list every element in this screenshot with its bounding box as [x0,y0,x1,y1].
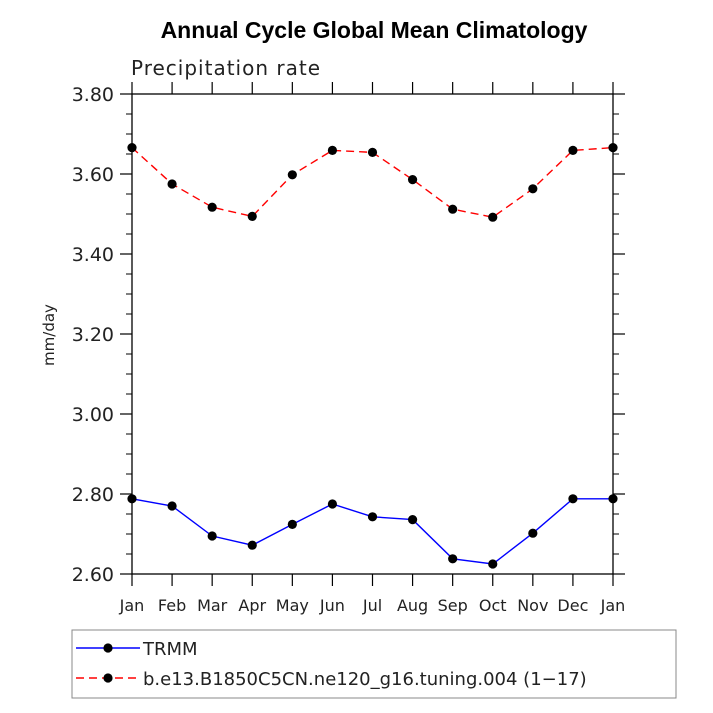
series-line [131,498,613,565]
x-tick-label: Sep [438,596,468,615]
x-tick-label: Jan [600,596,626,615]
data-point [367,147,378,157]
legend: TRMM b.e13.B1850C5CN.ne120_g16.tuning.004… [71,629,677,699]
data-point [327,145,338,155]
data-point [207,202,217,212]
data-point [167,501,177,511]
legend-entries: TRMM b.e13.B1850C5CN.ne120_g16.tuning.004… [76,639,587,690]
x-tick-labels: Jan Feb Mar Apr May Jun Jul Aug Sep Oct Nov Dec Jan [119,596,626,615]
data-point [407,175,418,185]
data-point [488,212,498,222]
x-tick-label: Feb [158,596,186,615]
data-point [287,170,297,180]
legend-marker [103,643,113,653]
y-tick-label: 3.00 [72,404,114,426]
data-point [287,519,297,530]
x-tick-label: Dec [557,596,588,615]
series-line [131,146,614,218]
series-1 [127,143,618,222]
x-tick-label: Aug [397,596,428,615]
data-point [448,554,458,564]
x-tick-label: Jul [362,596,382,615]
y-tick-label: 3.40 [72,244,114,266]
data-point [207,531,217,541]
x-tick-label: Jun [319,596,345,615]
x-tick-label: Mar [197,596,228,615]
y-tick-label: 2.80 [72,484,114,506]
data-point [167,179,177,189]
x-tick-label: Apr [238,596,266,615]
data-point [367,512,378,522]
legend-marker [103,673,113,683]
axis-ticks [120,82,625,586]
x-tick-label: May [276,596,309,615]
data-point [448,204,458,214]
data-point [528,184,538,194]
data-point [488,559,498,569]
plot-frame [131,93,614,575]
series-layer [127,143,618,569]
legend-label: b.e13.B1850C5CN.ne120_g16.tuning.004 (1−… [143,669,587,690]
x-tick-label: Jan [119,596,145,615]
y-tick-label: 3.60 [72,164,114,186]
data-point [407,515,418,525]
y-tick-label: 2.60 [72,564,114,586]
y-tick-labels: 2.60 2.80 3.00 3.20 3.40 3.60 3.80 [72,84,114,586]
data-point [247,540,257,550]
data-point [568,145,578,155]
x-tick-label: Oct [479,596,507,615]
data-point [568,494,578,504]
x-tick-label: Nov [517,596,548,615]
y-tick-label: 3.20 [72,324,114,346]
data-point [327,499,338,509]
chart-title: Annual Cycle Global Mean Climatology [161,17,588,43]
chart-subtitle: Precipitation rate [131,56,321,80]
legend-label: TRMM [142,639,198,660]
series-0 [127,494,618,569]
data-point [247,211,257,221]
legend-box [71,629,677,699]
y-axis-label: mm/day [40,304,58,366]
y-tick-label: 3.80 [72,84,114,106]
data-point [528,528,538,538]
